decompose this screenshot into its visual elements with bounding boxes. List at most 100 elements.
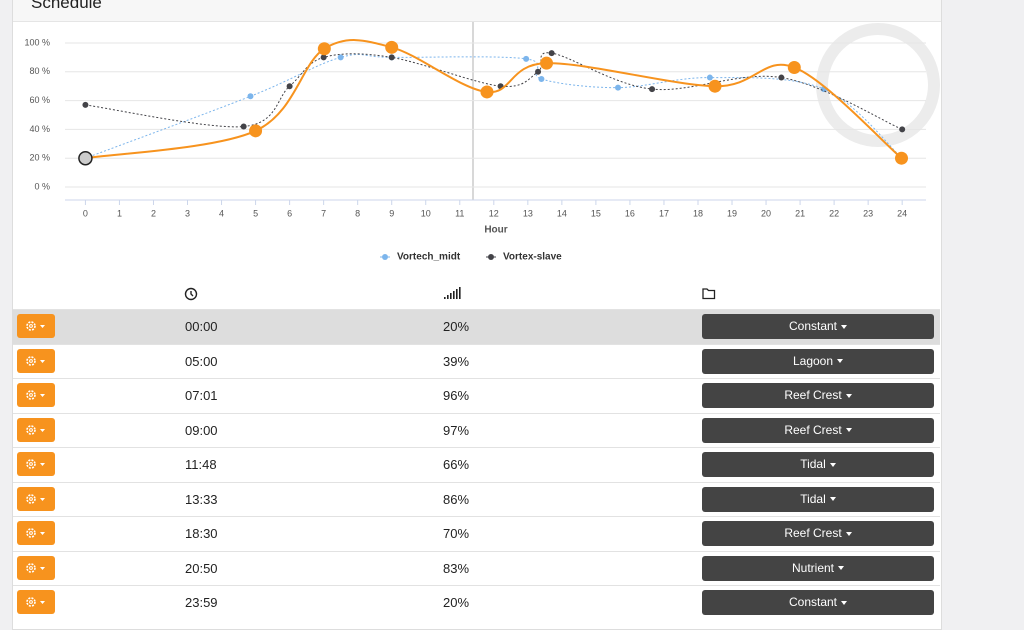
data-point [240, 123, 247, 130]
x-tick-label: 21 [795, 208, 805, 218]
data-point [894, 151, 908, 165]
gear-icon [26, 459, 45, 469]
data-point [523, 55, 530, 62]
mode-label: Constant [788, 319, 838, 333]
gear-button[interactable] [17, 417, 55, 442]
x-tick-label: 20 [761, 208, 771, 218]
chart: Hour 0 %20 %40 %60 %80 %100 %0 1 2 3 4 5 6 7 8 9 1… [24, 22, 940, 263]
data-point [535, 68, 542, 75]
mode-label: Tidal [800, 491, 826, 506]
time-cell: 13:33 [185, 491, 218, 507]
mode-button[interactable]: Constant [702, 314, 934, 339]
data-point [787, 60, 801, 74]
mode-label: Tidal [800, 457, 826, 471]
caret [841, 600, 848, 605]
x-tick-label: 3 [185, 208, 190, 218]
folder-icon [702, 288, 716, 300]
data-point [778, 74, 785, 81]
x-tick-label: 18 [693, 208, 703, 218]
x-tick-label: 6 [287, 208, 292, 218]
series-line [85, 39, 903, 160]
x-tick-label: 13 [523, 208, 533, 218]
x-tick-label: 5 [253, 208, 258, 218]
x-tick-label: 10 [421, 208, 431, 218]
time-cell: 07:01 [185, 388, 218, 403]
time-cell: 11:48 [185, 457, 217, 472]
gear-button[interactable] [17, 383, 55, 407]
gear-button[interactable] [17, 590, 55, 614]
time-cell: 20:50 [185, 560, 218, 576]
mode-button[interactable]: Constant [702, 590, 934, 615]
mode-label: Reef Crest [784, 422, 842, 437]
data-point [317, 42, 331, 56]
percent-cell: 83% [443, 560, 470, 576]
x-tick-label: 14 [557, 208, 567, 218]
x-tick-label: 22 [829, 208, 839, 218]
data-point [615, 84, 622, 91]
data-point [247, 93, 254, 100]
x-tick-label: 23 [863, 208, 873, 218]
mode-label: Reef Crest [784, 388, 842, 402]
caret [837, 359, 844, 364]
data-point [320, 54, 327, 61]
x-tick-label: 11 [455, 208, 464, 218]
caret [841, 324, 848, 329]
gear-button[interactable] [17, 486, 55, 511]
mode-button[interactable]: Reef Crest [702, 383, 934, 408]
gear-button[interactable] [17, 314, 55, 338]
time-cell: 05:00 [185, 353, 218, 369]
data-point [899, 126, 906, 133]
x-tick-label: 19 [727, 208, 737, 218]
y-tick-label: 40 % [29, 124, 50, 134]
table-row: 11:48 66% Tidal [13, 447, 940, 482]
data-point [286, 83, 293, 90]
gear-icon [26, 390, 45, 400]
data-point [538, 76, 545, 82]
data-point [649, 86, 656, 93]
data-point [78, 150, 93, 166]
data-point [337, 54, 344, 61]
mode-button[interactable]: Nutrient [702, 555, 934, 581]
signal-icon [444, 287, 461, 299]
percent-cell: 96% [443, 388, 470, 403]
table-row: 07:01 96% Reef Crest [13, 378, 940, 413]
data-point [385, 40, 399, 54]
legend-marker [382, 254, 388, 260]
gear-icon [26, 528, 45, 538]
gear-icon [26, 321, 45, 331]
mode-button[interactable]: Reef Crest [702, 521, 934, 546]
table-row: 20:50 83% Nutrient [13, 550, 940, 586]
table-header [184, 287, 716, 301]
gear-icon [26, 493, 45, 504]
percent-cell: 20% [443, 319, 470, 334]
x-tick-label: 1 [117, 208, 122, 218]
x-tick-label: 16 [625, 208, 635, 218]
mode-button[interactable]: Tidal [702, 452, 934, 477]
caret [845, 428, 852, 433]
table-row: 23:59 20% Constant [13, 585, 940, 620]
clock-icon [184, 287, 198, 301]
percent-cell: 86% [443, 491, 470, 507]
x-tick-label: 4 [219, 208, 224, 218]
data-point [82, 101, 89, 108]
table-row: 09:00 97% Reef Crest [13, 412, 940, 448]
caret [829, 497, 836, 502]
gear-button[interactable] [17, 521, 55, 545]
percent-cell: 39% [443, 353, 470, 369]
legend-label: Vortex-slave [503, 252, 562, 263]
percent-cell: 97% [443, 422, 470, 438]
data-point [480, 85, 494, 99]
gear-button[interactable] [17, 348, 55, 373]
mode-button[interactable]: Reef Crest [702, 417, 934, 443]
gear-button[interactable] [17, 452, 55, 476]
gear-button[interactable] [17, 555, 55, 580]
y-tick-label: 80 % [29, 66, 50, 76]
mode-label: Nutrient [791, 560, 835, 575]
data-point [708, 79, 722, 93]
mode-button[interactable]: Tidal [702, 486, 934, 512]
time-cell: 18:30 [185, 526, 218, 541]
mode-button[interactable]: Lagoon [702, 348, 934, 374]
x-tick-label: 12 [489, 208, 499, 218]
title: Schedule [31, 0, 102, 12]
